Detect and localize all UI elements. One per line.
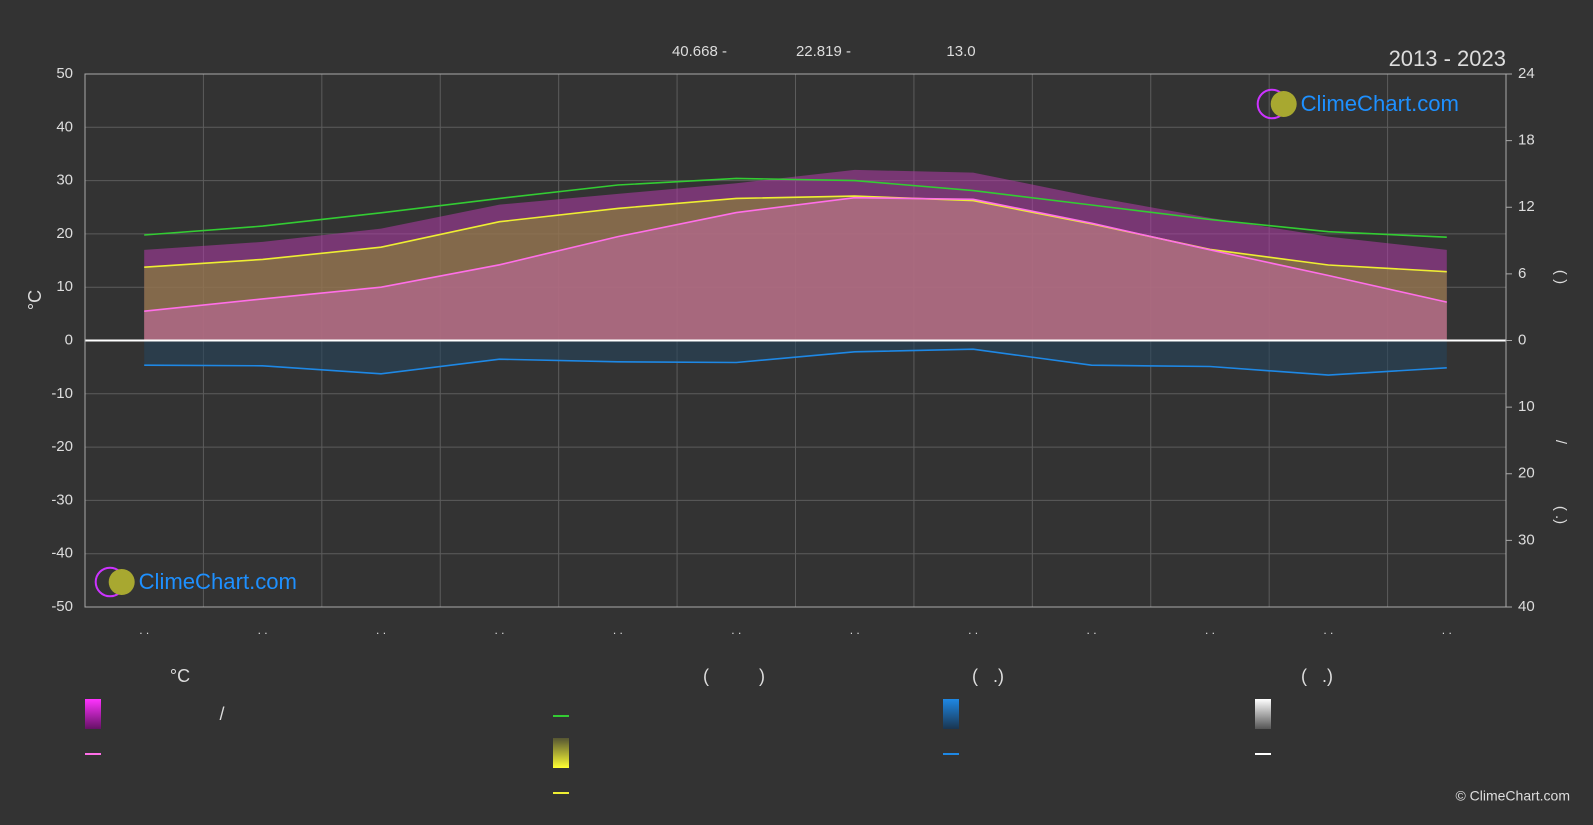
y2-tick-label: 12 xyxy=(1518,198,1535,215)
y-tick-label: 40 xyxy=(56,118,73,135)
y3-tick-label: 30 xyxy=(1518,531,1535,548)
y-tick-label: 20 xyxy=(56,225,73,242)
legend-text: / xyxy=(219,704,224,724)
y-tick-label: 0 xyxy=(65,331,73,348)
x-tick-label: . . xyxy=(1323,623,1333,637)
chart-title: 2013 - 2023 xyxy=(1389,46,1506,71)
y-tick-label: 30 xyxy=(56,172,73,189)
x-tick-label: . . xyxy=(376,623,386,637)
x-tick-label: . . xyxy=(258,623,268,637)
legend-header: °C xyxy=(170,666,190,686)
logo-icon xyxy=(1270,91,1297,117)
y2-tick-label: 6 xyxy=(1518,265,1526,282)
legend-header: ( .) xyxy=(1301,666,1333,686)
y-tick-label: -50 xyxy=(51,598,73,615)
legend-swatch xyxy=(553,738,569,768)
y3-tick-label: 40 xyxy=(1518,598,1535,615)
y-tick-label: 50 xyxy=(56,65,73,82)
y2-tick-label: 24 xyxy=(1518,65,1535,82)
y-tick-label: -40 xyxy=(51,545,73,562)
x-tick-label: . . xyxy=(731,623,741,637)
y2-axis-label: ( ) xyxy=(1552,270,1569,284)
x-tick-label: . . xyxy=(613,623,623,637)
copyright: © ClimeChart.com xyxy=(1455,788,1570,804)
x-tick-label: . . xyxy=(1205,623,1215,637)
x-tick-label: . . xyxy=(1087,623,1097,637)
logo-text: ClimeChart.com xyxy=(139,569,297,594)
y-axis-label: °C xyxy=(25,290,45,310)
y2-axis-label: ( .) xyxy=(1552,506,1569,524)
logo-icon xyxy=(108,569,135,595)
series-line xyxy=(144,177,1447,238)
logo-text: ClimeChart.com xyxy=(1301,91,1459,116)
legend-header: ( ) xyxy=(703,666,765,686)
top-label: 22.819 - xyxy=(796,43,851,60)
x-tick-label: . . xyxy=(850,623,860,637)
area xyxy=(144,197,1447,341)
series-line xyxy=(144,348,1447,376)
top-label: 13.0 xyxy=(946,43,975,60)
x-tick-label: . . xyxy=(494,623,504,637)
x-tick-label: . . xyxy=(1442,623,1452,637)
legend-header: ( .) xyxy=(972,666,1004,686)
y-tick-label: -10 xyxy=(51,385,73,402)
top-label: 40.668 - xyxy=(672,43,727,60)
x-tick-label: . . xyxy=(968,623,978,637)
y-tick-label: -30 xyxy=(51,491,73,508)
y-tick-label: 10 xyxy=(56,278,73,295)
y-tick-label: -20 xyxy=(51,438,73,455)
legend-swatch xyxy=(943,699,959,729)
y2-tick-label: 18 xyxy=(1518,132,1535,149)
legend-swatch xyxy=(85,699,101,729)
x-tick-label: . . xyxy=(139,623,149,637)
y3-tick-label: 20 xyxy=(1518,465,1535,482)
series-line xyxy=(144,195,1447,273)
area xyxy=(144,340,1447,376)
y2-axis-label: / xyxy=(1552,440,1569,445)
y2-tick-label: 0 xyxy=(1518,331,1526,348)
plot xyxy=(84,73,1507,608)
legend-swatch xyxy=(1255,699,1271,729)
series-line xyxy=(144,196,1447,312)
y3-tick-label: 10 xyxy=(1518,398,1535,415)
